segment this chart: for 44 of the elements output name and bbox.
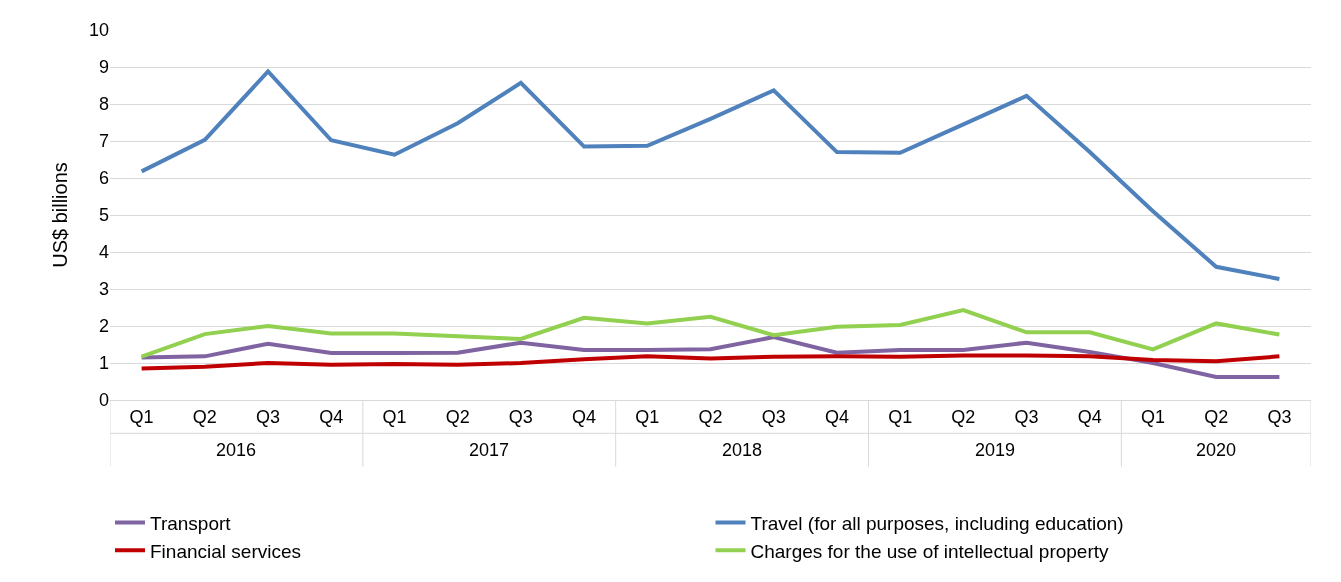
x-tick-label: Q3	[508, 406, 533, 427]
y-tick-label: 10	[88, 20, 109, 41]
y-tick-label: 2	[98, 316, 109, 337]
x-tick-label: Q3	[1014, 406, 1039, 427]
y-tick-label: 4	[98, 242, 109, 263]
y-tick-label: 5	[98, 205, 109, 226]
x-tick-label: Q2	[445, 406, 470, 427]
y-tick-label: 6	[98, 168, 109, 189]
text: 2019	[975, 440, 1016, 460]
x-tick-label: Q2	[951, 406, 976, 427]
y-axis-title: US$ billions	[49, 162, 72, 268]
x-tick-label: Q1	[888, 406, 913, 427]
text: 2020	[1196, 440, 1237, 460]
x-tick-label: Q1	[382, 406, 407, 427]
y-tick-label: 0	[98, 390, 109, 411]
y-tick-label: 1	[98, 353, 109, 374]
x-tick-label: Q3	[1267, 406, 1292, 427]
y-tick-label: 3	[98, 279, 109, 300]
x-tick-label: Q2	[698, 406, 723, 427]
text: 2018	[722, 440, 763, 460]
x-tick-label: Q1	[129, 406, 154, 427]
x-tick-label: Q4	[1077, 406, 1102, 427]
x-tick-label: Q3	[761, 406, 786, 427]
legend-label: Financial services	[150, 540, 301, 562]
y-tick-label: 9	[98, 57, 109, 78]
legend-label: Charges for the use of intellectual property	[750, 540, 1110, 562]
line-series	[139, 69, 1282, 282]
legend-label: Travel (for all purposes, including education)	[750, 512, 1124, 534]
y-tick-label: 8	[98, 94, 109, 115]
x-tick-label: Q3	[256, 406, 281, 427]
line-series	[139, 353, 1282, 371]
legend-label: Transport	[150, 512, 232, 534]
x-tick-label: Q2	[1204, 406, 1229, 427]
line-series	[139, 335, 1282, 380]
line-series	[139, 308, 1282, 359]
x-tick-label: Q1	[635, 406, 660, 427]
x-tick-label: Q2	[192, 406, 217, 427]
text: 2016	[216, 440, 257, 460]
x-tick-label: Q1	[1140, 406, 1165, 427]
x-tick-label: Q4	[572, 406, 597, 427]
x-tick-label: Q4	[824, 406, 849, 427]
x-tick-label: Q4	[319, 406, 344, 427]
text: 2017	[469, 440, 510, 460]
y-tick-label: 7	[98, 131, 109, 152]
